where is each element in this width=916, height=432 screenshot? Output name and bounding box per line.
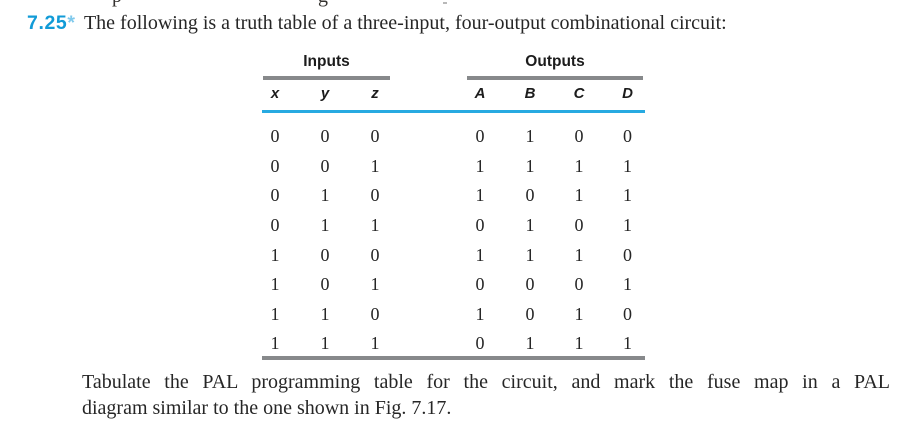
truth-value: 0 <box>475 126 485 147</box>
truth-value: 1 <box>270 274 280 295</box>
truth-value: 1 <box>370 155 380 176</box>
instruction-paragraph: Tabulate the PAL programming table for t… <box>82 370 890 421</box>
truth-value: 0 <box>525 274 535 295</box>
cropped-glyph-fragment: g <box>318 0 328 7</box>
truth-value: 0 <box>370 244 380 265</box>
truth-value: 0 <box>574 126 584 147</box>
truth-value: 1 <box>574 333 584 354</box>
truth-value: 0 <box>370 126 380 147</box>
column-header-row: x y z A B C D <box>250 85 652 102</box>
truth-value: 0 <box>320 274 330 295</box>
column-header-z: z <box>371 85 379 102</box>
inputs-group-header: Inputs <box>303 53 350 70</box>
table-row: 0 0 0 0 1 0 0 <box>250 122 652 152</box>
truth-value: 1 <box>574 244 584 265</box>
column-header-D: D <box>622 85 633 102</box>
problem-number: 7.25 <box>27 12 68 34</box>
truth-value: 0 <box>370 303 380 324</box>
truth-value: 0 <box>270 155 280 176</box>
truth-value: 1 <box>623 185 632 206</box>
table-row: 1 0 0 1 1 1 0 <box>250 240 652 270</box>
truth-value: 1 <box>574 155 584 176</box>
truth-value: 1 <box>623 215 632 236</box>
truth-value: 0 <box>475 215 485 236</box>
truth-value: 1 <box>270 333 280 354</box>
truth-value: 0 <box>320 155 330 176</box>
truth-value: 1 <box>525 126 535 147</box>
truth-value: 1 <box>574 185 584 206</box>
table-row: 1 0 1 0 0 0 1 <box>250 270 652 300</box>
table-row: 0 1 0 1 0 1 1 <box>250 181 652 211</box>
truth-value: 0 <box>320 244 330 265</box>
truth-value: 1 <box>270 303 280 324</box>
cropped-previous-line: p g <box>0 0 916 7</box>
truth-value: 0 <box>623 126 632 147</box>
truth-value: 0 <box>525 185 535 206</box>
truth-value: 0 <box>270 126 280 147</box>
truth-value: 1 <box>370 274 380 295</box>
truth-value: 1 <box>475 303 485 324</box>
truth-value: 0 <box>370 185 380 206</box>
inputs-header-rule <box>263 76 390 80</box>
truth-value: 1 <box>475 185 485 206</box>
truth-value: 1 <box>574 303 584 324</box>
column-header-C: C <box>573 85 585 102</box>
problem-statement-line: 7.25* The following is a truth table of a… <box>27 11 727 35</box>
truth-value: 1 <box>475 155 485 176</box>
truth-value: 0 <box>525 303 535 324</box>
column-header-x: x <box>270 85 280 102</box>
column-header-B: B <box>524 85 536 102</box>
truth-value: 1 <box>320 303 330 324</box>
cropped-text-speck <box>443 2 447 4</box>
truth-value: 1 <box>370 215 380 236</box>
outputs-group-header: Outputs <box>525 53 585 70</box>
truth-value: 1 <box>623 274 632 295</box>
truth-value: 1 <box>320 185 330 206</box>
problem-statement-text: The following is a truth table of a thre… <box>83 12 727 34</box>
truth-value: 0 <box>574 274 584 295</box>
instruction-line: diagram similar to the one shown in Fig.… <box>82 396 452 419</box>
instruction-line: Tabulate the PAL programming table for t… <box>82 371 890 393</box>
problem-star-icon: * <box>67 12 75 34</box>
table-row: 0 0 1 1 1 1 1 <box>250 152 652 182</box>
table-header-divider-rule <box>262 110 645 113</box>
truth-value: 1 <box>270 244 280 265</box>
truth-value: 0 <box>320 126 330 147</box>
column-header-y: y <box>320 85 330 102</box>
truth-value: 1 <box>525 333 535 354</box>
truth-value: 1 <box>525 155 535 176</box>
table-row: 0 1 1 0 1 0 1 <box>250 211 652 241</box>
table-row: 1 1 1 0 1 1 1 <box>250 329 652 359</box>
truth-value: 1 <box>623 333 632 354</box>
column-header-A: A <box>474 85 486 102</box>
truth-value: 0 <box>623 303 632 324</box>
truth-value: 0 <box>475 333 485 354</box>
truth-value: 1 <box>320 333 330 354</box>
truth-value: 0 <box>574 215 584 236</box>
truth-value: 0 <box>623 244 632 265</box>
table-bottom-rule <box>262 356 645 360</box>
outputs-header-rule <box>467 76 643 80</box>
truth-value: 1 <box>623 155 632 176</box>
truth-value: 1 <box>525 215 535 236</box>
truth-value: 0 <box>270 185 280 206</box>
truth-value: 1 <box>370 333 380 354</box>
truth-value: 0 <box>475 274 485 295</box>
truth-value: 1 <box>475 244 485 265</box>
table-row: 1 1 0 1 0 1 0 <box>250 300 652 330</box>
truth-value: 1 <box>320 215 330 236</box>
cropped-glyph-fragment: p <box>112 0 122 7</box>
truth-value: 1 <box>525 244 535 265</box>
truth-value: 0 <box>270 215 280 236</box>
